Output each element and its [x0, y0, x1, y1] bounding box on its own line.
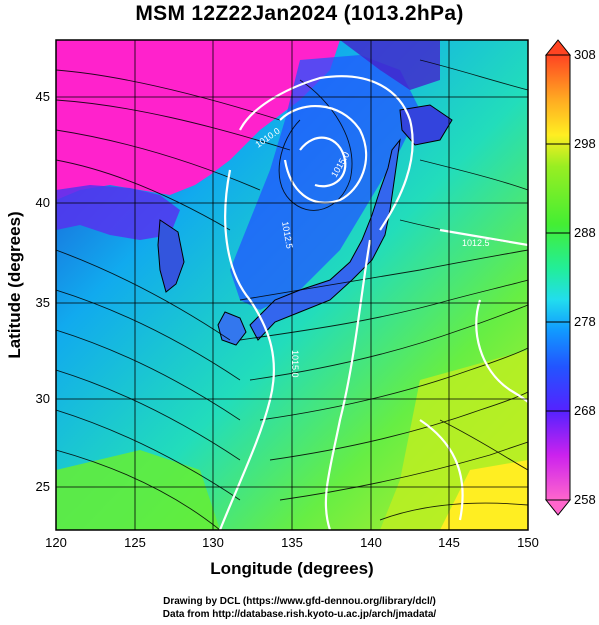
contour-label: 1012.5: [462, 238, 490, 248]
drawing-credit: Drawing by DCL (https://www.gfd-dennou.o…: [163, 596, 436, 607]
colorbar-tick-label: 278: [574, 314, 596, 329]
colorbar-max-arrow: [544, 39, 572, 56]
colorbar-min-arrow: [544, 499, 572, 516]
colorbar-tick-label: 308: [574, 47, 596, 62]
x-axis-label: Longitude (degrees): [210, 559, 373, 578]
y-tick-label: 30: [36, 391, 50, 406]
data-source-credit: Data from http://database.rish.kyoto-u.a…: [162, 609, 437, 620]
y-tick-label: 35: [36, 295, 50, 310]
x-tick-label: 130: [202, 535, 224, 550]
colorbar-tick-label: 298: [574, 136, 596, 151]
x-tick-label: 150: [517, 535, 539, 550]
y-tick-label: 25: [36, 479, 50, 494]
y-tick-label: 40: [36, 195, 50, 210]
x-tick-label: 135: [281, 535, 303, 550]
x-tick-label: 145: [438, 535, 460, 550]
colorbar-gradient: [545, 54, 571, 501]
colorbar-tick-label: 268: [574, 403, 596, 418]
x-tick-label: 140: [360, 535, 382, 550]
plot-frame: [55, 39, 529, 531]
x-tick-label: 120: [45, 535, 67, 550]
y-axis-label: Latitude (degrees): [5, 211, 24, 358]
y-tick-labels: 45 40 35 30 25: [36, 89, 50, 494]
y-tick-label: 45: [36, 89, 50, 104]
colorbar-tick-label: 288: [574, 225, 596, 240]
map-title: MSM 12Z22Jan2024 (1013.2hPa): [135, 2, 464, 25]
contour-label: 1012.5: [280, 221, 295, 250]
colorbar-tick-label: 258: [574, 492, 596, 507]
wind-streamlines: [56, 59, 528, 530]
x-tick-labels: 120 125 130 135 140 145 150: [45, 535, 539, 550]
contour-label: 1015.0: [290, 350, 300, 378]
grid-lines: [56, 40, 528, 530]
x-tick-label: 125: [124, 535, 146, 550]
colorbar: 308 298 288 278 268 258: [544, 39, 596, 516]
